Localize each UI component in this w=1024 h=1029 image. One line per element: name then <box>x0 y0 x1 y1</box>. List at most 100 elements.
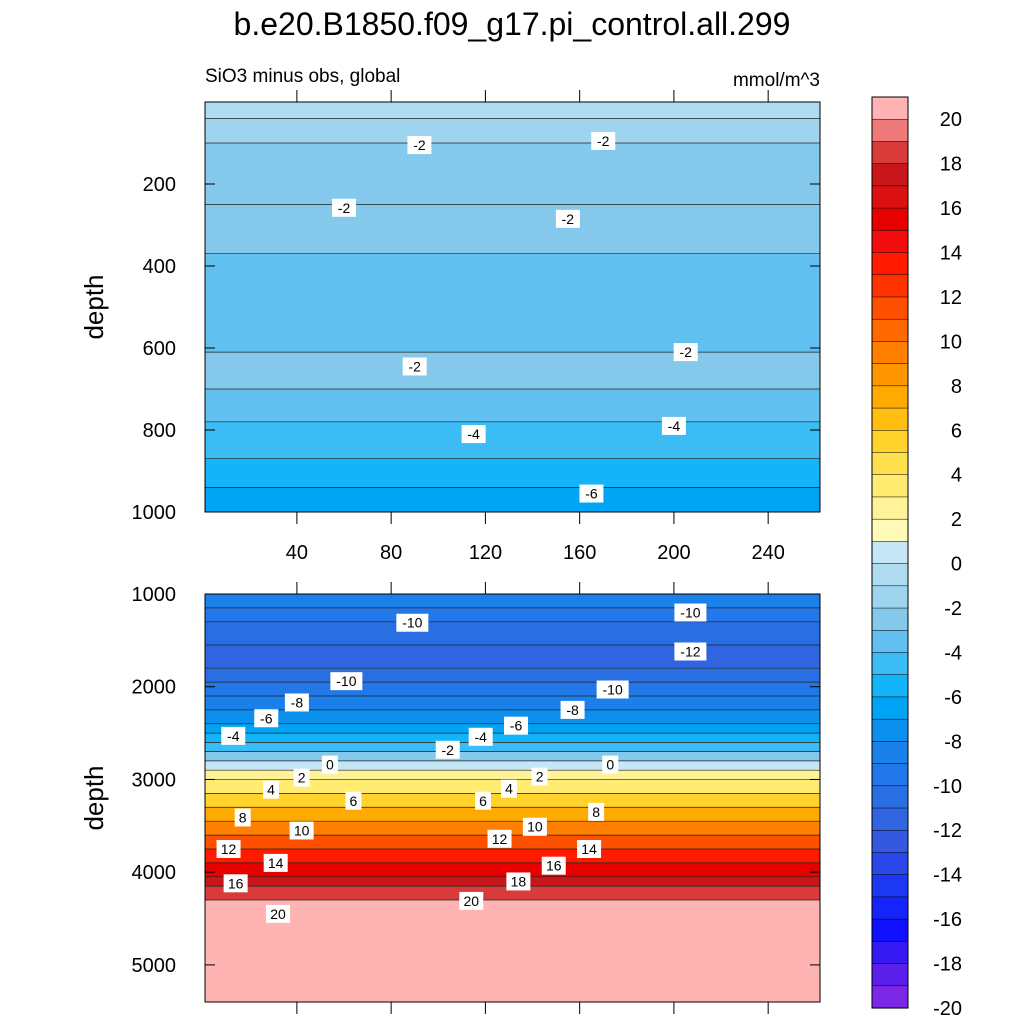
colorbar-swatch <box>871 585 909 609</box>
lower-y-tick-label: 1000 <box>132 584 177 606</box>
lower-contour-label-box <box>266 904 291 923</box>
colorbar-swatch <box>871 96 909 120</box>
colorbar-tick-label: 16 <box>940 198 962 220</box>
lower-contour-label: 8 <box>239 809 247 825</box>
lower-contour-label-box <box>216 840 241 858</box>
colorbar-tick-label: -10 <box>933 776 962 798</box>
lower-y-tick-label: 4000 <box>132 862 177 884</box>
lower-contour-label: 8 <box>592 804 600 820</box>
upper-contour-band <box>205 143 820 205</box>
upper-x-tick-label: 200 <box>657 542 690 564</box>
upper-x-tick-label: 160 <box>563 542 596 564</box>
lower-contour-band <box>205 835 820 849</box>
colorbar-swatch <box>871 230 909 254</box>
lower-contour-label-box <box>284 693 309 712</box>
lower-contour-label-box <box>577 840 602 858</box>
colorbar-swatch <box>871 718 909 742</box>
colorbar-swatch <box>871 563 909 587</box>
lower-contour-band <box>205 807 820 822</box>
upper-y-tick-label: 800 <box>143 420 176 442</box>
colorbar-frame <box>871 96 909 1009</box>
colorbar-tick-label: 2 <box>951 509 962 531</box>
lower-contour-label: -10 <box>680 605 700 621</box>
colorbar-swatch <box>871 363 909 387</box>
lower-contour-label-box <box>289 821 314 840</box>
colorbar-swatch <box>871 163 909 187</box>
upper-contour-band <box>205 352 820 389</box>
upper-contour-label-box <box>461 425 486 444</box>
colorbar-swatch <box>871 607 909 631</box>
colorbar-swatch <box>871 918 909 942</box>
lower-contour-label: 0 <box>326 757 334 773</box>
lower-contour-label: -6 <box>510 718 523 734</box>
upper-contour-band <box>205 487 820 512</box>
lower-y-tick-label: 3000 <box>132 769 177 791</box>
lower-contour-band <box>205 770 820 780</box>
lower-contour-band <box>205 886 820 900</box>
lower-contour-label-box <box>254 709 279 728</box>
lower-contour-label: -4 <box>227 728 240 744</box>
upper-contour-label: -4 <box>467 426 480 442</box>
colorbar-swatch <box>871 652 909 676</box>
lower-y-tick-label: 2000 <box>132 677 177 699</box>
lower-contour-label-box <box>321 755 338 774</box>
upper-x-tick-label: 120 <box>469 542 502 564</box>
colorbar-tick-label: -6 <box>944 687 962 709</box>
lower-contour-label-box <box>293 768 310 787</box>
lower-contour-label: 16 <box>546 858 562 874</box>
colorbar-tick-label: 20 <box>940 109 962 131</box>
colorbar-swatch <box>871 518 909 542</box>
lower-contour-label-box <box>263 853 288 872</box>
lower-contour-label-box <box>468 727 493 746</box>
lower-contour-label-box <box>522 817 547 836</box>
lower-contour-label-box <box>500 779 517 798</box>
colorbar-swatch <box>871 985 909 1009</box>
lower-contour-band <box>205 742 820 752</box>
lower-contour-label: 0 <box>606 757 614 773</box>
lower-contour-label-box <box>560 700 585 719</box>
lower-contour-label-box <box>504 716 529 735</box>
lower-contour-label-box <box>531 767 548 786</box>
lower-contour-band <box>205 733 820 743</box>
lower-contour-band <box>205 849 820 863</box>
upper-contour-label-box <box>555 209 580 228</box>
colorbar-tick-label: 18 <box>940 154 962 176</box>
lower-contour-label: -10 <box>402 615 422 631</box>
lower-contour-label-box <box>674 642 707 661</box>
upper-contour-label: -6 <box>585 486 598 502</box>
colorbar-tick-label: 6 <box>951 420 962 442</box>
lower-contour-band <box>205 900 820 1002</box>
colorbar-tick-label: -14 <box>933 865 962 887</box>
lower-contour-label: 2 <box>298 770 306 786</box>
lower-contour-label: 6 <box>479 793 487 809</box>
lower-contour-label-box <box>541 856 566 875</box>
lower-y-axis-label: depth <box>79 765 109 830</box>
lower-contour-band <box>205 696 820 710</box>
colorbar-swatch <box>871 341 909 365</box>
colorbar-tick-label: 14 <box>940 243 962 265</box>
lower-contour-label: -4 <box>474 729 487 745</box>
lower-contour-label: 18 <box>511 873 527 889</box>
colorbar-swatch <box>871 874 909 898</box>
upper-y-axis-label: depth <box>79 274 109 339</box>
lower-contour-label: 6 <box>350 793 358 809</box>
lower-contour-label: -12 <box>680 643 700 659</box>
lower-contour-label: -10 <box>336 673 356 689</box>
colorbar-swatch <box>871 852 909 876</box>
upper-plot-area: -2 -2 -2 -2 -2 -2 -4 -4 -6 200 400 600 800 1000 40 80 1… <box>132 90 821 564</box>
upper-y-tick-label: 400 <box>143 256 176 278</box>
lower-contour-band <box>205 821 820 836</box>
lower-contour-label-box <box>223 874 248 893</box>
lower-contour-label: 20 <box>270 906 286 922</box>
colorbar-swatch <box>871 963 909 987</box>
lower-contour-label-box <box>262 780 279 799</box>
colorbar-swatch <box>871 807 909 831</box>
lower-contour-label: -8 <box>291 694 304 710</box>
upper-contour-label-box <box>673 343 698 362</box>
lower-contour-label-box <box>435 740 460 759</box>
upper-y-tick-label: 200 <box>143 174 176 196</box>
colorbar-tick-label: -8 <box>944 731 962 753</box>
lower-contour-label-box <box>596 680 629 699</box>
chart-subtitle: SiO3 minus obs, global <box>205 66 400 87</box>
